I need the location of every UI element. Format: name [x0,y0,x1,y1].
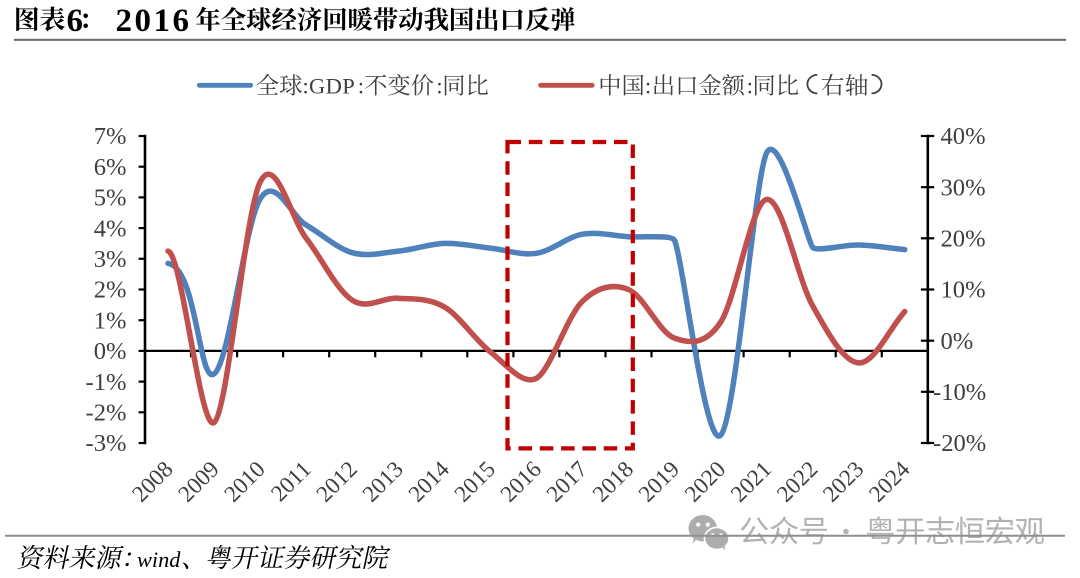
svg-text::: : [645,74,651,99]
svg-text:6: 6 [67,3,84,39]
svg-text:0%: 0% [941,328,974,355]
svg-text:6%: 6% [94,154,127,181]
svg-text:30%: 30% [941,174,986,201]
svg-text::: : [302,74,308,99]
svg-text:GDP: GDP [309,74,355,99]
svg-text:3%: 3% [94,246,127,273]
svg-text::: : [436,74,442,99]
svg-text:4%: 4% [94,215,127,242]
svg-text::: : [358,74,364,99]
svg-text:1%: 1% [94,307,127,334]
svg-text:-20%: -20% [933,430,986,457]
svg-text:40%: 40% [941,123,986,150]
svg-text:20%: 20% [941,226,986,253]
svg-text:5%: 5% [94,185,127,212]
svg-text:wind: wind [137,547,181,572]
svg-text:-2%: -2% [86,400,127,427]
svg-text:7%: 7% [94,123,127,150]
svg-text:10%: 10% [941,277,986,304]
svg-text:-1%: -1% [86,369,127,396]
svg-text:-10%: -10% [933,379,986,406]
svg-text:2016: 2016 [116,3,192,39]
svg-text:0%: 0% [94,338,127,365]
svg-text::: : [747,74,753,99]
svg-text:-3%: -3% [86,430,127,457]
svg-text:2%: 2% [94,277,127,304]
